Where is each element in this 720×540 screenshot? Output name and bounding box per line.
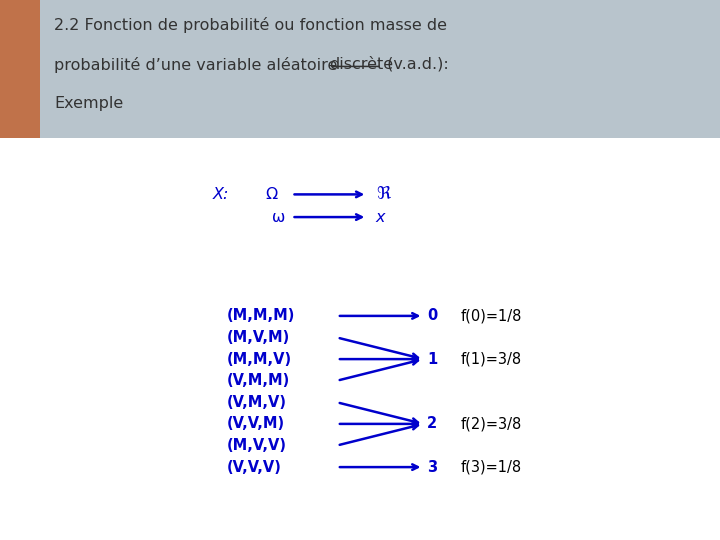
Text: 0: 0: [427, 308, 437, 323]
Text: f(0)=1/8: f(0)=1/8: [461, 308, 522, 323]
Text: 2: 2: [427, 416, 437, 431]
Text: (M,V,M): (M,V,M): [227, 330, 290, 345]
Text: (v.a.d.):: (v.a.d.):: [382, 57, 449, 72]
Text: x: x: [376, 210, 385, 225]
Text: (M,V,V): (M,V,V): [227, 438, 287, 453]
Text: ℜ: ℜ: [376, 185, 390, 204]
Text: Exemple: Exemple: [54, 96, 123, 111]
FancyBboxPatch shape: [0, 0, 40, 138]
FancyBboxPatch shape: [0, 0, 720, 138]
Text: (V,V,M): (V,V,M): [227, 416, 285, 431]
Text: 3: 3: [427, 460, 437, 475]
Text: (V,M,V): (V,M,V): [227, 395, 287, 410]
Text: (V,V,V): (V,V,V): [227, 460, 282, 475]
Text: discrète: discrète: [329, 57, 393, 72]
Text: X:: X:: [212, 187, 229, 202]
Text: f(1)=3/8: f(1)=3/8: [461, 352, 522, 367]
Text: 1: 1: [427, 352, 437, 367]
Text: f(3)=1/8: f(3)=1/8: [461, 460, 522, 475]
Text: (M,M,V): (M,M,V): [227, 352, 292, 367]
Text: ω: ω: [272, 210, 286, 225]
Text: 2.2 Fonction de probabilité ou fonction masse de: 2.2 Fonction de probabilité ou fonction …: [54, 17, 447, 33]
Text: probabilité d’une variable aléatoire: probabilité d’une variable aléatoire: [54, 57, 343, 73]
Text: (V,M,M): (V,M,M): [227, 373, 290, 388]
Text: f(2)=3/8: f(2)=3/8: [461, 416, 522, 431]
Text: (M,M,M): (M,M,M): [227, 308, 295, 323]
Text: Ω: Ω: [265, 187, 277, 202]
